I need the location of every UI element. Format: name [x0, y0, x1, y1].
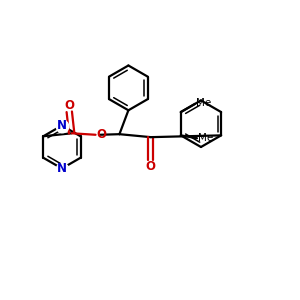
Text: O: O: [146, 160, 156, 172]
Text: Me: Me: [196, 98, 211, 108]
Text: O: O: [96, 128, 106, 141]
Text: N: N: [57, 162, 67, 175]
Text: N: N: [57, 119, 67, 132]
Text: Me: Me: [198, 133, 213, 143]
Text: O: O: [64, 99, 74, 112]
